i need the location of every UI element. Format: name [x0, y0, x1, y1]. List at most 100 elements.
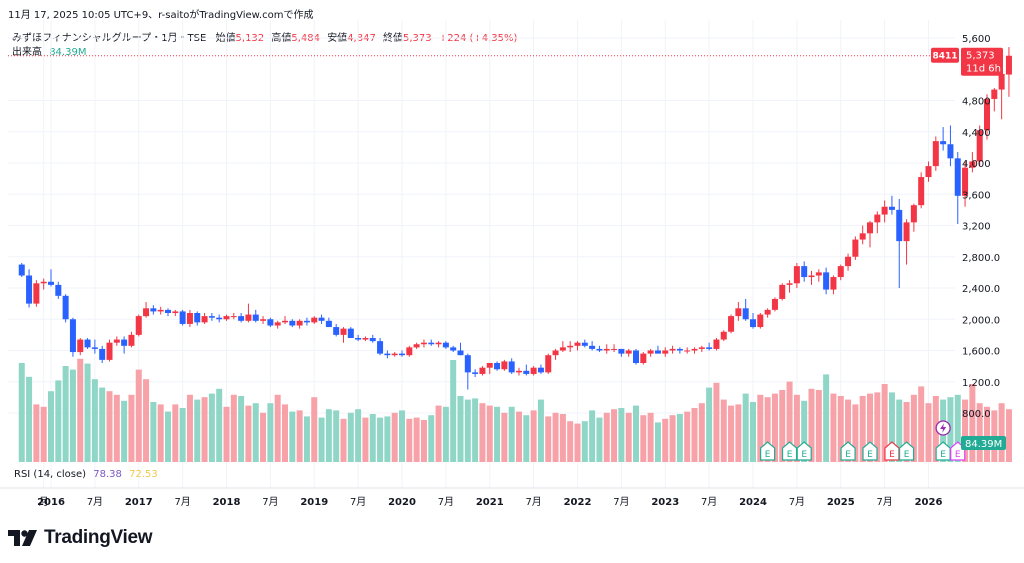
time-axis-label: 7月 — [876, 496, 892, 508]
candle-body — [128, 334, 135, 346]
candle-body — [801, 266, 808, 278]
ticker-tag-text: 8411 — [932, 52, 957, 62]
candle — [48, 269, 54, 287]
volume-bar — [918, 386, 925, 462]
candle-body — [413, 344, 420, 348]
candle — [640, 352, 647, 365]
volume-bar — [625, 412, 632, 462]
candle — [135, 314, 142, 337]
earnings-marker-shape — [781, 441, 798, 461]
candle — [113, 336, 120, 346]
candle-body — [742, 308, 749, 320]
candle — [245, 303, 252, 323]
volume-value: 84.39M — [49, 47, 87, 58]
candle-body — [750, 319, 756, 328]
volume-bar — [786, 381, 793, 462]
time-axis-label: 2019 — [300, 497, 328, 508]
candle-body — [640, 353, 647, 363]
rsi-value-1: 78.38 — [93, 469, 122, 480]
candle-body — [662, 350, 669, 354]
earnings-marker-shape — [760, 441, 776, 461]
volume-bar — [867, 393, 873, 462]
volume-bar — [567, 421, 574, 462]
candle — [530, 366, 537, 376]
tradingview-logo[interactable]: TradingView — [8, 527, 153, 548]
volume-bar — [545, 416, 552, 462]
price-axis-label: 4,400 — [962, 128, 991, 139]
candle-body — [62, 295, 69, 320]
candle-body — [603, 348, 610, 351]
candle — [413, 342, 420, 349]
candle — [99, 345, 106, 363]
candle-body — [969, 161, 976, 168]
candle-body — [1005, 55, 1012, 75]
candle-body — [823, 272, 830, 290]
price-axis-label: 2,800.0 — [962, 253, 1000, 264]
tradingview-logo-icon — [8, 530, 37, 546]
candle — [559, 341, 566, 353]
candle-body — [420, 342, 427, 345]
candle — [845, 253, 852, 271]
candle — [691, 347, 698, 354]
volume-bar — [771, 393, 778, 462]
time-axis-label: 2017 — [125, 497, 153, 508]
candle — [296, 319, 303, 329]
price-tag — [961, 47, 1003, 76]
rsi-label[interactable]: RSI (14, close) — [14, 469, 87, 480]
price-axis-label: 3,200 — [962, 222, 991, 233]
volume-bar — [640, 415, 647, 462]
volume-bar — [596, 417, 603, 462]
volume-bar — [121, 400, 128, 462]
volume-bar — [369, 414, 376, 462]
candle-body — [793, 266, 800, 284]
volume-bar — [779, 390, 786, 462]
volume-bar — [69, 369, 76, 462]
volume-bar — [318, 417, 325, 462]
volume-tag-value: 84.39M — [965, 439, 1002, 450]
volume-bar — [18, 363, 25, 462]
candle — [260, 316, 267, 324]
rsi-legend: RSI (14, close) 78.38 72.53 — [14, 469, 158, 480]
candle-body — [157, 309, 164, 312]
candle — [932, 136, 939, 171]
candle-body — [69, 319, 76, 353]
price-axis-label: 4,800 — [962, 97, 991, 108]
candle-body — [779, 284, 786, 299]
candle — [815, 269, 822, 282]
candle-body — [40, 281, 47, 284]
candle — [303, 317, 310, 326]
volume-bar — [603, 412, 610, 462]
volume-bar — [676, 414, 683, 462]
volume-bar — [384, 416, 391, 462]
volume-bar — [647, 412, 654, 462]
earnings-marker-shape — [884, 441, 900, 461]
volume-bar — [1005, 409, 1012, 462]
volume-bar — [216, 388, 223, 462]
candle — [369, 334, 376, 343]
candle-body — [464, 355, 471, 373]
candle-body — [48, 281, 54, 285]
candle — [940, 127, 947, 151]
volume-bar — [99, 387, 106, 462]
candle-body — [99, 348, 106, 360]
candle-body — [179, 311, 186, 324]
earnings-marker-shape — [935, 441, 951, 461]
candle — [662, 347, 669, 357]
candle — [274, 320, 281, 329]
candle — [793, 263, 800, 288]
candle — [537, 364, 544, 374]
time-axis-label: 2024 — [739, 497, 767, 508]
volume-bar — [33, 404, 40, 462]
volume-bar — [698, 403, 705, 462]
candle-body — [77, 339, 84, 353]
candle — [172, 309, 179, 317]
candle-body — [369, 338, 376, 342]
time-axis-label: 2022 — [564, 497, 592, 508]
time-axis-label: 7月 — [789, 496, 805, 508]
candle-body — [581, 342, 588, 346]
candle-body — [574, 342, 581, 346]
candle-body — [720, 331, 727, 340]
candle-body — [611, 348, 618, 350]
